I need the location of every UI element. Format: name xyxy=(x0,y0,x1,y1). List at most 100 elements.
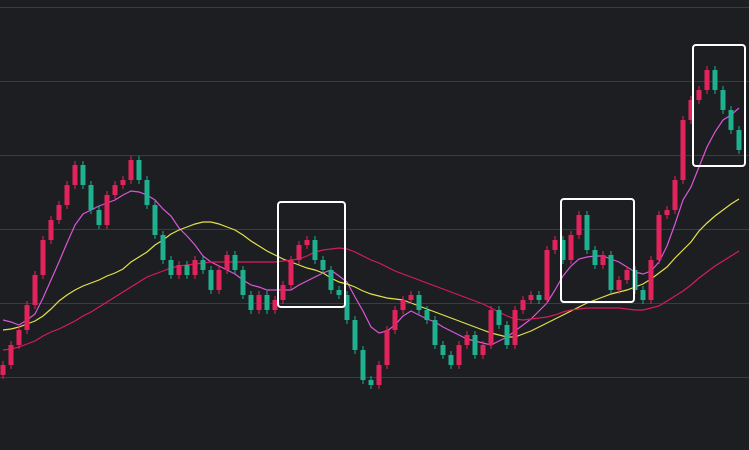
candle-body xyxy=(664,210,670,215)
candle-body xyxy=(552,240,558,250)
candle-body xyxy=(576,215,582,235)
ma-line xyxy=(2,247,740,351)
candle-body xyxy=(488,310,494,345)
candle-body xyxy=(208,270,214,290)
candle-body xyxy=(32,275,38,305)
candle-body xyxy=(136,160,142,180)
candle-body xyxy=(264,295,270,310)
candle-body xyxy=(72,165,78,185)
candle-body xyxy=(424,310,430,320)
candle-body xyxy=(392,310,398,330)
candle-body xyxy=(352,320,358,350)
grid xyxy=(0,7,749,378)
candle-body xyxy=(432,320,438,345)
candle-body xyxy=(728,110,734,130)
candle-body xyxy=(160,235,166,260)
candle-body xyxy=(16,330,22,345)
candle-body xyxy=(600,255,606,265)
candle-body xyxy=(152,205,158,235)
candle-body xyxy=(168,260,174,275)
candle-body xyxy=(304,240,310,245)
candle-body xyxy=(720,90,726,110)
candle-body xyxy=(344,295,350,320)
candle-body xyxy=(400,300,406,310)
candle-body xyxy=(568,235,574,260)
highlight-box xyxy=(277,201,346,308)
candle-body xyxy=(312,240,318,260)
candle-body xyxy=(280,285,286,300)
candle-body xyxy=(64,185,70,205)
candle-body xyxy=(248,295,254,310)
candle-body xyxy=(368,380,374,385)
candle-body xyxy=(704,70,710,90)
candle-body xyxy=(544,250,550,300)
candle-body xyxy=(216,270,222,290)
candle-body xyxy=(144,180,150,205)
candles xyxy=(0,66,742,389)
candle-body xyxy=(680,120,686,180)
candle-body xyxy=(624,270,630,280)
ma-line xyxy=(2,198,740,338)
candle-body xyxy=(448,355,454,365)
candle-body xyxy=(176,265,182,275)
candle-body xyxy=(328,270,334,290)
candle-body xyxy=(640,290,646,300)
candle-body xyxy=(536,295,542,300)
candle-body xyxy=(736,130,742,150)
candle-body xyxy=(592,250,598,265)
candle-body xyxy=(128,160,134,180)
candle-body xyxy=(112,185,118,195)
candle-body xyxy=(40,240,46,275)
candle-body xyxy=(672,180,678,210)
candle-body xyxy=(8,345,14,365)
candle-body xyxy=(224,255,230,270)
candle-body xyxy=(80,165,86,185)
candle-body xyxy=(288,260,294,285)
candle-body xyxy=(24,305,30,330)
highlight-boxes xyxy=(277,44,746,308)
candle-body xyxy=(408,295,414,300)
candle-body xyxy=(584,215,590,250)
candle-body xyxy=(200,260,206,270)
candle-body xyxy=(376,365,382,385)
candle-body xyxy=(184,265,190,275)
candle-body xyxy=(608,255,614,290)
candle-body xyxy=(688,100,694,120)
candle-body xyxy=(384,330,390,365)
candle-body xyxy=(480,345,486,355)
candle-body xyxy=(560,240,566,260)
candle-body xyxy=(104,195,110,225)
candle-body xyxy=(616,280,622,290)
highlight-box xyxy=(560,198,635,303)
candle-body xyxy=(0,365,6,375)
candle-body xyxy=(96,210,102,225)
candle-body xyxy=(48,220,54,240)
candle-body xyxy=(520,300,526,310)
candle-body xyxy=(696,90,702,100)
candle-body xyxy=(120,180,126,185)
ma-line xyxy=(2,107,740,346)
candle-body xyxy=(192,260,198,275)
candle-body xyxy=(456,345,462,365)
candle-body xyxy=(88,185,94,210)
candle-body xyxy=(648,260,654,300)
candle-body xyxy=(496,310,502,325)
candle-body xyxy=(256,295,262,310)
candle-body xyxy=(240,270,246,295)
candle-body xyxy=(56,205,62,220)
candle-body xyxy=(416,295,422,310)
candle-body xyxy=(272,300,278,310)
candle-body xyxy=(232,255,238,270)
candle-body xyxy=(528,295,534,300)
candle-body xyxy=(360,350,366,380)
moving-averages xyxy=(2,107,740,351)
candle-body xyxy=(440,345,446,355)
candle-body xyxy=(320,260,326,270)
candle-body xyxy=(656,215,662,260)
candle-body xyxy=(512,310,518,345)
candle-body xyxy=(464,335,470,345)
candle-body xyxy=(296,245,302,260)
